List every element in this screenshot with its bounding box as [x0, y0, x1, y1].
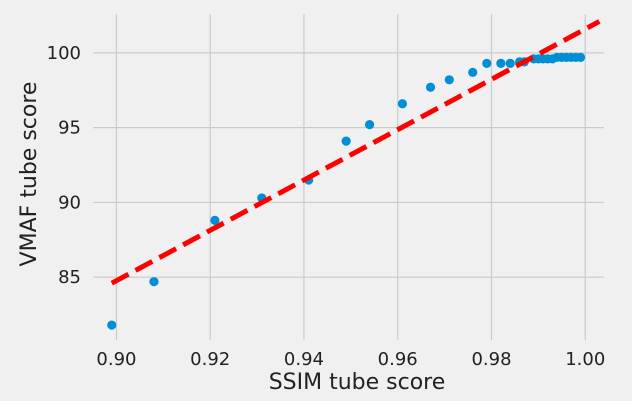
tick-labels: 0.90 0.92 0.94 0.96 0.98 1.00 85 90 95 100	[47, 43, 606, 370]
scatter-points	[107, 53, 585, 330]
fit-line	[112, 21, 600, 283]
scatter-point	[576, 53, 585, 62]
x-tick-label: 0.94	[284, 349, 324, 370]
scatter-point	[365, 120, 374, 129]
scatter-point	[496, 59, 505, 68]
scatter-point	[342, 137, 351, 146]
y-tick-label: 100	[47, 43, 81, 64]
y-tick-label: 85	[58, 267, 81, 288]
x-tick-label: 0.92	[190, 349, 230, 370]
scatter-point	[426, 83, 435, 92]
scatter-point	[107, 320, 116, 329]
x-axis-label: SSIM tube score	[269, 370, 446, 395]
scatter-point	[445, 75, 454, 84]
scatter-point	[149, 277, 158, 286]
y-tick-label: 95	[58, 118, 81, 139]
y-axis-label: VMAF tube score	[17, 82, 42, 267]
x-tick-label: 0.98	[471, 349, 511, 370]
x-tick-label: 0.96	[378, 349, 418, 370]
scatter-point	[482, 59, 491, 68]
x-tick-label: 1.00	[565, 349, 605, 370]
scatter-point	[468, 68, 477, 77]
y-tick-label: 90	[58, 192, 81, 213]
scatter-point	[506, 59, 515, 68]
dashed-regression-line	[112, 21, 600, 283]
scatter-point	[398, 99, 407, 108]
x-tick-label: 0.90	[96, 349, 136, 370]
